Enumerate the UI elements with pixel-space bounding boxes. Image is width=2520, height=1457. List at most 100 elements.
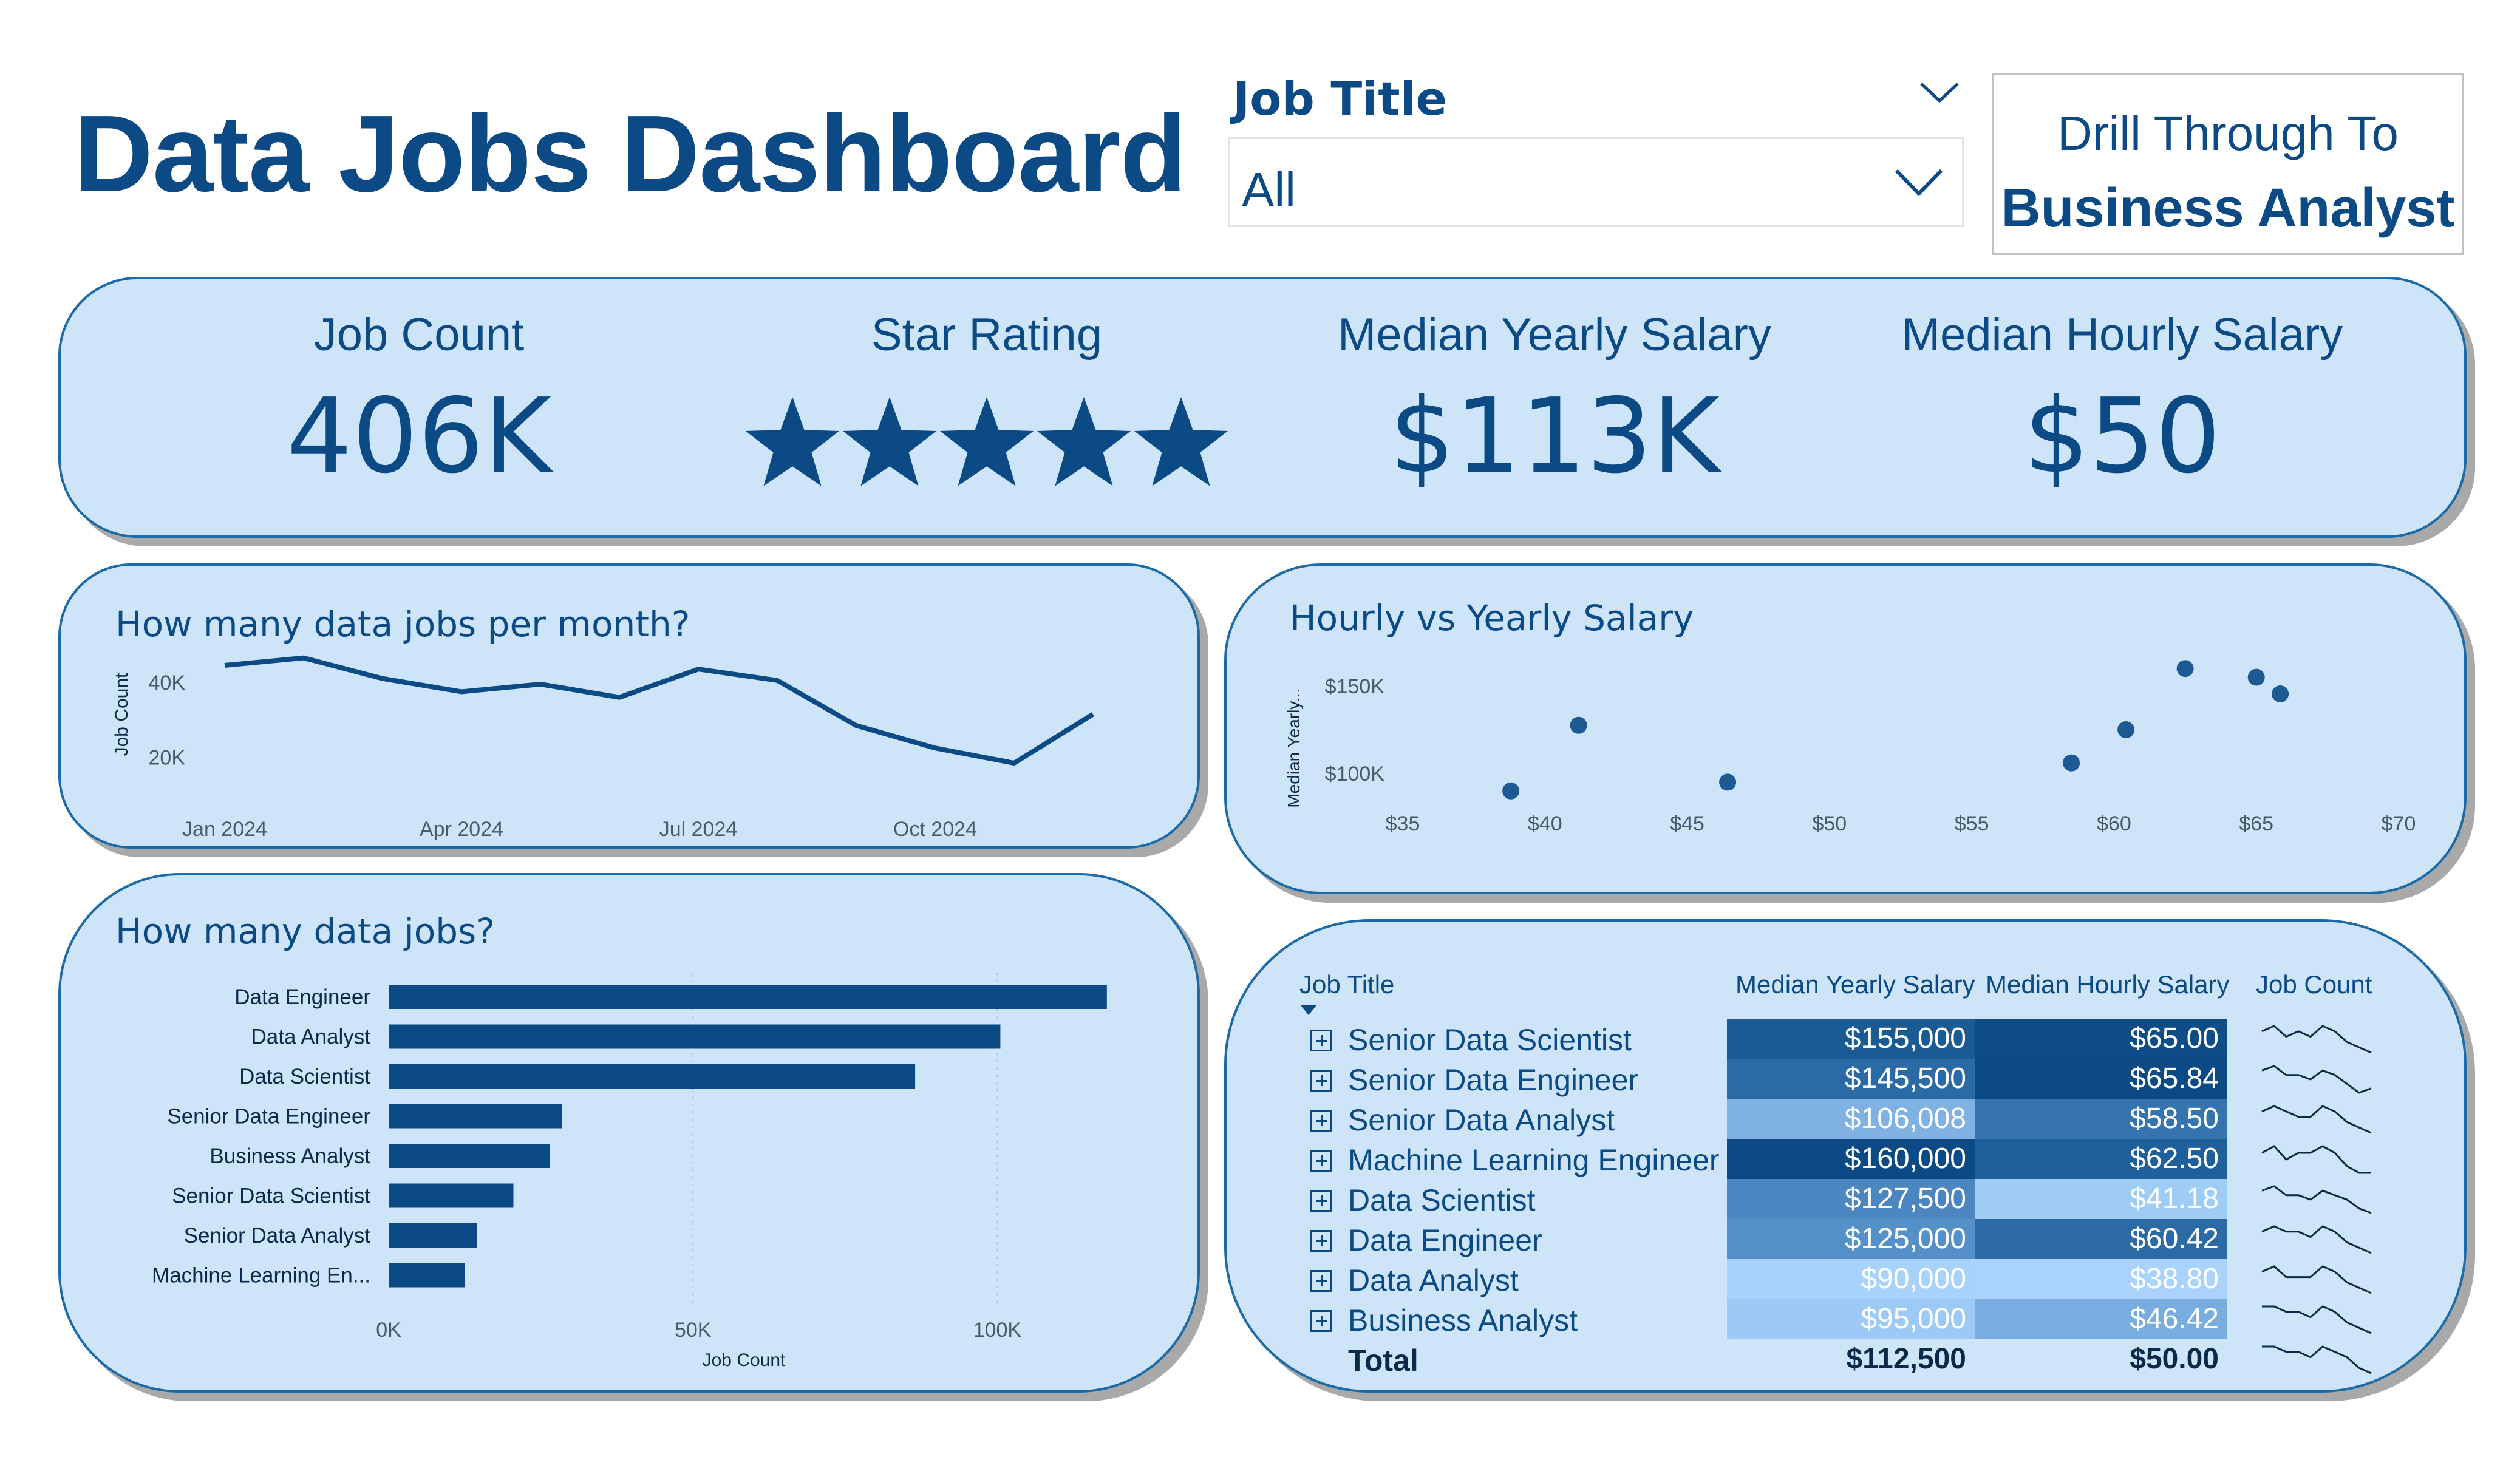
column-header-job-count[interactable]: Job Count — [2256, 970, 2372, 999]
scatter-point[interactable] — [1719, 773, 1737, 791]
drill-through-button[interactable]: Drill Through To Business Analyst — [1992, 73, 2464, 255]
job-count-sparkline — [2261, 1145, 2371, 1174]
median-yearly-cell: $160,000 — [1727, 1139, 1975, 1179]
dashboard-title: Data Jobs Dashboard — [74, 93, 1187, 215]
x-tick-label: Jul 2024 — [659, 818, 738, 841]
median-hourly-cell: $60.42 — [1975, 1219, 2227, 1259]
job-count-bar-chart[interactable]: Data Engineer Data Analyst Data Scientist S… — [61, 875, 1202, 1395]
star-icon — [1037, 397, 1131, 486]
bar[interactable] — [389, 985, 1107, 1009]
job-count-sparkline — [2261, 1025, 2372, 1054]
expand-icon[interactable] — [1310, 1270, 1332, 1292]
category-label: Data Analyst — [251, 1025, 371, 1049]
median-hourly-cell: $46.42 — [1975, 1299, 2227, 1339]
table-row[interactable]: Data Engineer $125,000 $60.42 — [1299, 1219, 2392, 1259]
job-title-dropdown[interactable]: All — [1228, 137, 1964, 227]
expand-icon[interactable] — [1310, 1230, 1332, 1252]
bar[interactable] — [389, 1183, 514, 1208]
category-label: Senior Data Engineer — [167, 1105, 370, 1129]
total-hourly: $50.00 — [2130, 1343, 2219, 1375]
bar[interactable] — [389, 1024, 1001, 1049]
y-tick-label: $100K — [1325, 762, 1385, 786]
job-count-sparkline — [2261, 1265, 2372, 1294]
column-header-job-title[interactable]: Job Title — [1299, 970, 1395, 999]
table-total-row: Total $112,500 $50.00 — [1299, 1339, 2392, 1379]
hourly-vs-yearly-chart[interactable]: Median Yearly... $100K $150K $35 $40 $45 $50 $5… — [1227, 566, 2469, 897]
median-yearly-cell: $145,500 — [1727, 1059, 1975, 1099]
x-tick-label: 50K — [675, 1319, 712, 1342]
bar[interactable] — [389, 1104, 562, 1129]
median-hourly-cell: $65.84 — [1975, 1059, 2227, 1099]
sort-descending-icon[interactable] — [1299, 1004, 1318, 1016]
chevron-down-icon[interactable] — [1918, 78, 1961, 108]
scatter-point[interactable] — [2176, 660, 2194, 678]
table-row[interactable]: Senior Data Scientist $155,000 $65.00 — [1299, 1019, 2392, 1059]
job-title-cell: Senior Data Scientist — [1348, 1023, 1632, 1057]
x-tick-label: $50 — [1812, 812, 1847, 835]
bar[interactable] — [389, 1144, 550, 1168]
bar[interactable] — [389, 1064, 916, 1089]
salary-table-card: Job Title Median Yearly Salary Median Ho… — [1224, 919, 2467, 1393]
jobs-per-month-chart[interactable]: Job Count 20K 40K Jan 2024 Apr 2024 Jul 2024 O… — [61, 566, 1202, 851]
job-count-sparkline — [2262, 1305, 2372, 1334]
median-yearly-cell: $90,000 — [1727, 1259, 1975, 1299]
job-count-sparkline — [2261, 1225, 2372, 1254]
table-row[interactable]: Data Scientist $127,500 $41.18 — [1299, 1179, 2392, 1219]
star-icon — [745, 397, 840, 486]
scatter-point[interactable] — [2063, 754, 2080, 772]
chevron-down-icon[interactable] — [1893, 165, 1945, 201]
category-label: Business Analyst — [209, 1144, 370, 1168]
total-label: Total — [1348, 1343, 1418, 1377]
expand-icon[interactable] — [1310, 1310, 1332, 1332]
category-label: Data Scientist — [239, 1065, 370, 1089]
scatter-point[interactable] — [2247, 668, 2265, 686]
expand-icon[interactable] — [1310, 1110, 1332, 1132]
x-tick-label: Oct 2024 — [893, 818, 977, 841]
job-count-sparkline — [2262, 1345, 2372, 1374]
median-yearly-cell: $125,000 — [1727, 1219, 1975, 1259]
x-tick-label: $70 — [2382, 812, 2416, 835]
category-label: Senior Data Analyst — [184, 1224, 371, 1248]
star-icon — [842, 397, 937, 486]
table-row[interactable]: Machine Learning Engineer $160,000 $62.50 — [1299, 1139, 2392, 1179]
job-title-cell: Data Engineer — [1348, 1223, 1542, 1257]
job-title-cell: Business Analyst — [1348, 1303, 1578, 1337]
table-row[interactable]: Senior Data Analyst $106,008 $58.50 — [1299, 1099, 2392, 1139]
x-tick-label: 100K — [973, 1319, 1022, 1342]
median-hourly-cell: $38.80 — [1975, 1259, 2227, 1299]
expand-icon[interactable] — [1310, 1190, 1332, 1212]
x-tick-label: Jan 2024 — [182, 818, 267, 841]
scatter-point[interactable] — [1502, 782, 1520, 800]
bar[interactable] — [389, 1263, 465, 1288]
drill-through-label: Drill Through To — [2057, 106, 2399, 160]
x-tick-label: $55 — [1955, 812, 1989, 835]
expand-icon[interactable] — [1310, 1070, 1332, 1092]
median-yearly-cell: $95,000 — [1727, 1299, 1975, 1339]
table-row[interactable]: Data Analyst $90,000 $38.80 — [1299, 1259, 2392, 1299]
job-title-cell: Senior Data Engineer — [1348, 1063, 1639, 1097]
column-header-median-yearly-salary[interactable]: Median Yearly Salary — [1735, 970, 1975, 999]
kpi-label: Job Count — [313, 309, 525, 361]
total-yearly: $112,500 — [1846, 1343, 1966, 1375]
category-label: Senior Data Scientist — [172, 1184, 370, 1208]
category-label: Data Engineer — [234, 985, 370, 1009]
series-line[interactable] — [224, 655, 1095, 766]
median-hourly-cell: $62.50 — [1975, 1139, 2227, 1179]
job-title-cell: Data Analyst — [1348, 1263, 1519, 1297]
expand-icon[interactable] — [1310, 1030, 1332, 1051]
scatter-point[interactable] — [1570, 716, 1587, 734]
table-row[interactable]: Business Analyst $95,000 $46.42 — [1299, 1299, 2392, 1339]
job-count-sparkline — [2261, 1105, 2372, 1134]
scatter-point[interactable] — [2272, 685, 2289, 702]
table-row[interactable]: Senior Data Engineer $145,500 $65.84 — [1299, 1059, 2392, 1099]
category-label: Machine Learning En... — [152, 1264, 370, 1288]
bar[interactable] — [389, 1223, 477, 1248]
job-count-sparkline — [2261, 1185, 2372, 1214]
panel-title: Hourly vs Yearly Salary — [1290, 597, 1694, 639]
y-tick-label: 20K — [149, 747, 186, 770]
median-hourly-cell: $65.00 — [1975, 1019, 2227, 1059]
scatter-point[interactable] — [2117, 721, 2135, 738]
column-header-median-hourly-salary[interactable]: Median Hourly Salary — [1986, 970, 2230, 999]
jobs-per-month-card: How many data jobs per month? Job Count 2… — [58, 563, 1200, 849]
expand-icon[interactable] — [1310, 1150, 1332, 1172]
